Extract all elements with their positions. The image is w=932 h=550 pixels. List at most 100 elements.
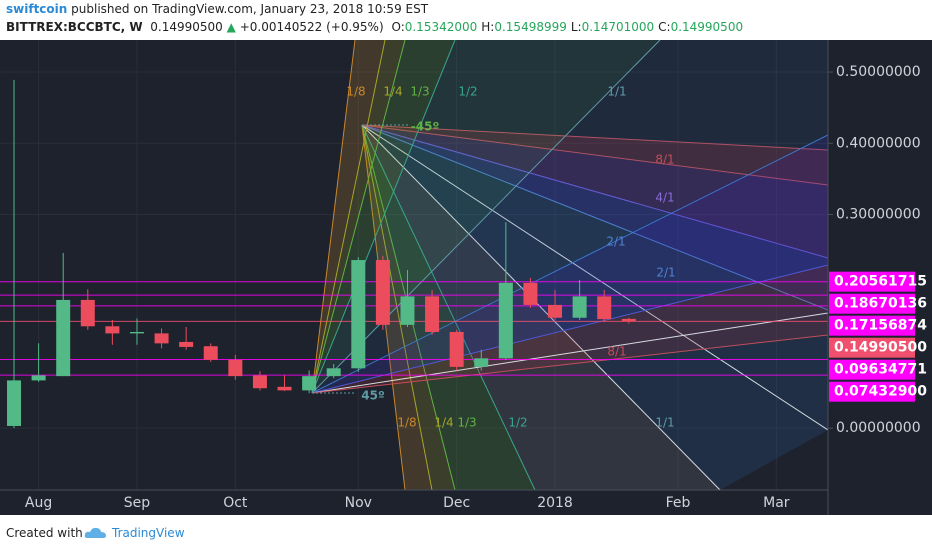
annotation: 2/1 [606, 235, 625, 249]
ohlc-label: O: [391, 20, 405, 34]
annotations: 1/8 1/4 1/3 1/2 1/1 1/8 1/4 1/3 1/2 1/1 … [346, 85, 675, 430]
y-tick-label: 0.40000000 [836, 135, 921, 151]
published: published on TradingView.com, January 23… [71, 2, 429, 16]
candle-body [498, 282, 513, 359]
fan-line [361, 124, 433, 490]
annotation: 1/1 [607, 85, 626, 99]
annotation: 1/4 [434, 416, 453, 430]
price-label-box [829, 359, 915, 380]
x-tick-label: Nov [345, 495, 372, 511]
candle-body [105, 326, 120, 334]
logo [84, 527, 106, 538]
fan-line [361, 124, 828, 311]
fan-line [311, 40, 456, 394]
fan-zone [312, 40, 828, 393]
publish-line: swiftcoin published on TradingView.com, … [6, 2, 428, 16]
candle-body [474, 358, 489, 367]
footer: Created with TradingView [0, 515, 932, 550]
candle-body [179, 341, 194, 347]
fan-line [361, 124, 828, 259]
candle-body [326, 368, 341, 377]
price-label: 0.17156874 [834, 318, 927, 334]
candle-body [80, 299, 95, 327]
fan-line [311, 312, 828, 394]
fan-line [361, 124, 828, 431]
candle-body [572, 296, 587, 318]
price-label: 0.09634771 [834, 362, 927, 378]
annotation: 1/2 [458, 85, 477, 99]
x-tick-label: Feb [666, 495, 691, 511]
axes: 0.00000000 0.30000000 0.40000000 0.50000000… [25, 64, 927, 511]
y-tick-label: 0.50000000 [836, 64, 921, 80]
fan-line [311, 40, 406, 394]
created-with: Created with [6, 526, 83, 540]
annotation: 1/8 [397, 416, 416, 430]
fan-line [311, 134, 828, 394]
candle-body [31, 375, 46, 381]
ohlc-label: C: [658, 20, 671, 34]
up-arrow: ▲ [226, 20, 236, 34]
symbol: BITTREX:BCCBTC, W [6, 20, 143, 34]
ohlc-value: 0.15342000 [404, 20, 478, 34]
x-tick-label: 2018 [537, 495, 573, 511]
fan-line [361, 124, 828, 151]
candle-body [277, 386, 292, 391]
candle-body [252, 375, 267, 389]
ohlc-value: 0.14701000 [581, 20, 655, 34]
annotation: 1/8 [346, 85, 365, 99]
candle-body [523, 282, 538, 305]
brand[interactable]: TradingView [112, 526, 185, 540]
change: +0.00140522 (+0.95%) [239, 20, 384, 34]
candle-body [302, 376, 317, 391]
candle-body [7, 380, 22, 426]
candle-body [400, 296, 415, 325]
grid [0, 40, 828, 490]
candle-body [425, 296, 440, 332]
fan-line [311, 40, 661, 394]
price-label: 0.18670136 [834, 296, 927, 312]
annotation: 2/1 [656, 266, 675, 280]
candle-body [449, 331, 464, 367]
ohlc-label: L: [570, 20, 582, 34]
last-price: 0.14990500 [150, 20, 223, 34]
chart: 1/8 1/4 1/3 1/2 1/1 1/8 1/4 1/3 1/2 1/1 … [0, 40, 932, 515]
annotation: 1/3 [410, 85, 429, 99]
candle-body [351, 260, 366, 369]
candle-body [129, 331, 144, 334]
x-tick-label: Sep [124, 495, 151, 511]
price-label-box [829, 381, 915, 402]
x-tick-label: Oct [223, 495, 248, 511]
fan-zone [362, 125, 828, 490]
price-label: 0.14990500 [834, 340, 927, 356]
price-label: 0.20561715 [834, 274, 927, 290]
candle-body [56, 299, 71, 377]
candle-body [375, 260, 390, 325]
annotation: 1/3 [457, 416, 476, 430]
annotation: 1/4 [383, 85, 402, 99]
price-label-box [829, 337, 915, 358]
price-label-box [829, 293, 915, 314]
x-tick-label: Dec [443, 495, 470, 511]
header: swiftcoin published on TradingView.com, … [0, 0, 932, 40]
author[interactable]: swiftcoin [6, 2, 68, 16]
ohlc-value: 0.14990500 [670, 20, 744, 34]
candle-body [228, 359, 243, 377]
candle-body [548, 304, 563, 318]
annotation: 1/1 [655, 416, 674, 430]
symbol-line: BITTREX:BCCBTC, W 0.14990500 ▲ +0.001405… [6, 20, 743, 34]
x-tick-label: Mar [763, 495, 790, 511]
annotation: 8/1 [655, 153, 674, 167]
annotation: 8/1 [607, 345, 626, 359]
fan-line [311, 40, 356, 394]
fan-line [361, 124, 828, 186]
fan-line [361, 124, 721, 490]
annotation: 4/1 [655, 191, 674, 205]
annotation: -45º [411, 120, 440, 134]
fan-line [311, 264, 828, 394]
candles [7, 79, 636, 429]
candle-body [203, 346, 218, 360]
y-tick-label: 0.30000000 [836, 206, 921, 222]
fan-line [361, 124, 536, 490]
candle-body [621, 318, 636, 322]
